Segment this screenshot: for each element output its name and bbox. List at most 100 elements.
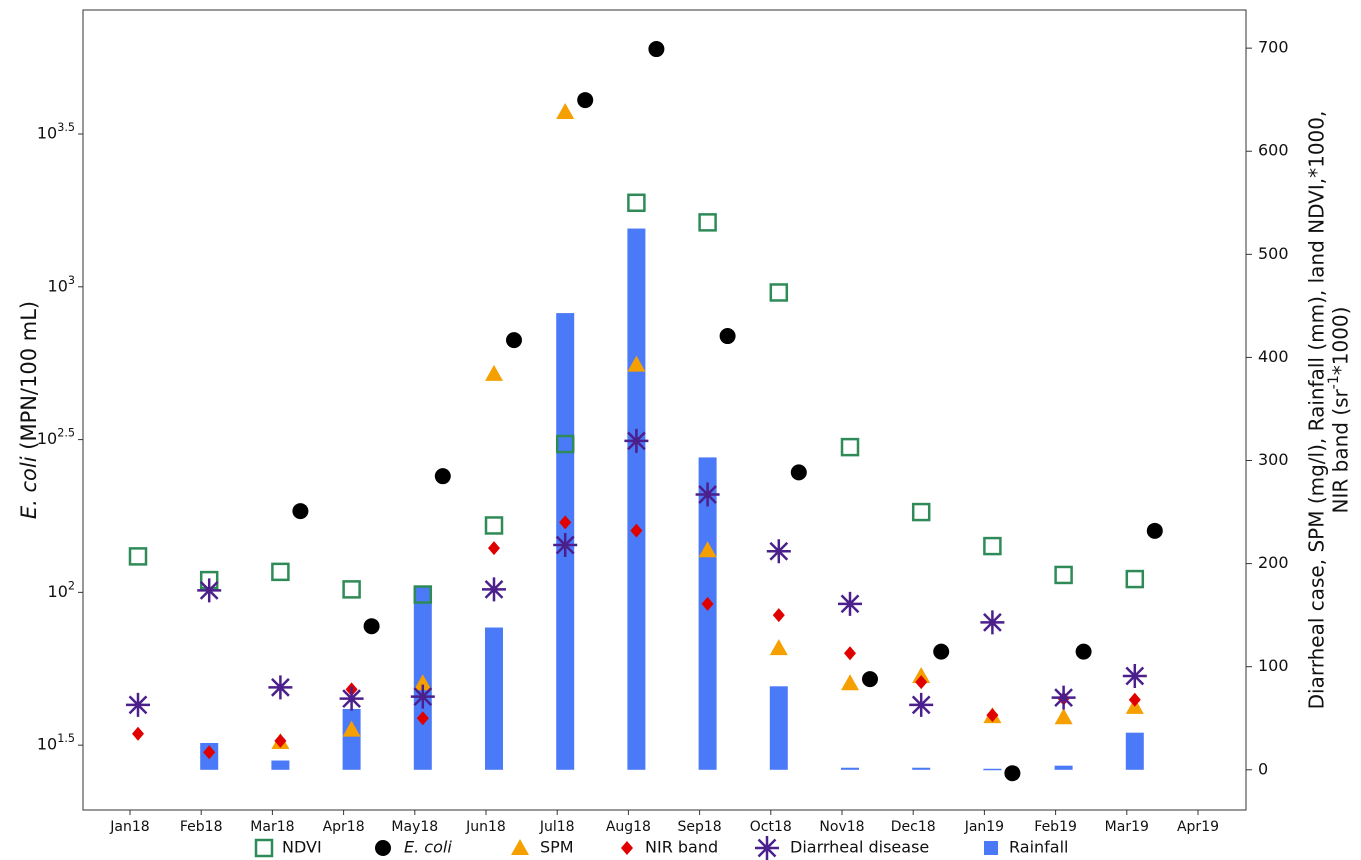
ndvi-marker xyxy=(769,283,789,302)
x-tick-label: Apr18 xyxy=(323,819,365,835)
x-tick-label: Oct18 xyxy=(750,819,792,835)
legend-label: Diarrheal disease xyxy=(790,838,929,857)
diarrheal-marker xyxy=(1051,685,1076,710)
nir-marker xyxy=(416,711,429,726)
ecoli-marker xyxy=(363,618,380,635)
rainfall-bar xyxy=(627,228,646,770)
legend-label: Rainfall xyxy=(1009,838,1068,857)
x-tick-label: Feb19 xyxy=(1034,819,1077,835)
legend-label: SPM xyxy=(540,838,574,857)
x-tick-label: Mar19 xyxy=(1105,819,1149,835)
y-tick-label: 101.5 xyxy=(37,732,75,754)
x-tick-label: Apr19 xyxy=(1177,819,1219,835)
diarrheal-marker xyxy=(909,692,934,717)
nir-marker xyxy=(986,708,999,723)
diarrheal-marker xyxy=(624,428,649,453)
spm-marker xyxy=(342,720,361,737)
ecoli-marker xyxy=(577,92,594,109)
rainfall-bar xyxy=(769,686,788,770)
diarrheal-marker xyxy=(553,533,578,558)
legend-swatch xyxy=(375,840,391,856)
ecoli-marker xyxy=(719,328,736,345)
diarrheal-marker xyxy=(197,578,222,603)
ecoli-marker xyxy=(1146,522,1163,539)
ndvi-marker xyxy=(983,536,1002,556)
x-tick-label: Jun18 xyxy=(465,819,506,835)
diarrheal-marker xyxy=(695,482,720,507)
x-tick-label: Dec18 xyxy=(891,819,936,835)
nir-marker xyxy=(701,596,714,611)
rainfall-bar xyxy=(698,457,717,770)
ndvi-marker xyxy=(484,516,504,535)
legend-swatch xyxy=(254,838,274,858)
nir-marker xyxy=(274,733,287,748)
ecoli-marker xyxy=(862,671,878,688)
diarrheal-marker xyxy=(339,686,364,711)
x-tick-label: Aug18 xyxy=(606,819,651,835)
y-tick-label: 103 xyxy=(48,273,75,295)
ndvi-marker xyxy=(1125,569,1145,589)
y-tick-label: 103.5 xyxy=(37,121,75,143)
y2-tick-label: 500 xyxy=(1258,244,1289,263)
legend-item: Diarrheal disease xyxy=(755,836,929,860)
nir-marker xyxy=(559,515,572,530)
spm-marker xyxy=(769,639,788,656)
y2-tick-label: 0 xyxy=(1258,759,1268,778)
y2-tick-label: 100 xyxy=(1258,656,1289,675)
ecoli-marker xyxy=(933,643,950,660)
x-tick-label: Sep18 xyxy=(677,819,721,835)
ndvi-marker xyxy=(1054,565,1073,585)
ndvi-marker xyxy=(911,502,931,522)
ndvi-marker xyxy=(342,580,361,599)
x-tick-label: Mar18 xyxy=(250,819,294,835)
legend-swatch xyxy=(621,841,633,855)
diarrheal-marker xyxy=(482,577,506,602)
ndvi-marker xyxy=(840,437,860,457)
y2-tick-label: 400 xyxy=(1258,347,1289,366)
diarrheal-marker xyxy=(268,675,293,700)
y-axis-title: E. coli (MPN/100 mL) xyxy=(17,301,41,519)
spm-marker xyxy=(485,364,503,381)
ecoli-marker xyxy=(434,468,451,485)
ecoli-marker xyxy=(790,464,807,481)
legend-label: NIR band xyxy=(645,838,718,857)
legend-swatch xyxy=(511,839,529,855)
rainfall-bar xyxy=(983,768,1002,771)
rainfall-bar xyxy=(342,708,361,770)
x-tick-label: Jan19 xyxy=(964,819,1004,835)
diarrheal-marker xyxy=(838,591,862,616)
rainfall-bar xyxy=(1054,765,1073,770)
ndvi-marker xyxy=(128,547,148,566)
x-tick-label: Jul18 xyxy=(539,819,575,835)
ecoli-marker xyxy=(1004,765,1021,782)
rainfall-bar xyxy=(485,627,503,770)
rainfall-bar xyxy=(271,760,290,770)
spm-marker xyxy=(698,541,717,558)
spm-marker xyxy=(841,674,859,691)
diarrheal-marker xyxy=(766,539,791,564)
y2-tick-label: 300 xyxy=(1258,450,1289,469)
ecoli-marker xyxy=(292,503,309,520)
diarrheal-marker xyxy=(1122,663,1147,688)
legend-item: SPM xyxy=(511,838,574,857)
legend-label: E. coli xyxy=(404,838,452,857)
nir-marker xyxy=(203,745,216,760)
diarrheal-marker xyxy=(980,610,1005,635)
plot-frame xyxy=(82,9,1247,811)
legend-item: Rainfall xyxy=(984,838,1068,857)
legend-item: NDVI xyxy=(254,838,322,858)
nir-marker xyxy=(1128,692,1141,707)
y2-axis-title: Diarrheal case, SPM (mg/l), Rainfall (mm… xyxy=(1305,111,1329,710)
rainfall-bar xyxy=(912,767,931,770)
nir-marker xyxy=(132,726,144,741)
ndvi-marker xyxy=(627,193,646,213)
y-tick-label: 102 xyxy=(48,579,75,601)
ndvi-marker xyxy=(555,434,575,454)
legend-swatch xyxy=(755,836,779,860)
legend-item: NIR band xyxy=(621,838,718,857)
legend-label: NDVI xyxy=(282,838,322,857)
spm-marker xyxy=(1054,708,1073,725)
diarrheal-marker xyxy=(410,684,435,709)
ecoli-marker xyxy=(648,41,665,58)
